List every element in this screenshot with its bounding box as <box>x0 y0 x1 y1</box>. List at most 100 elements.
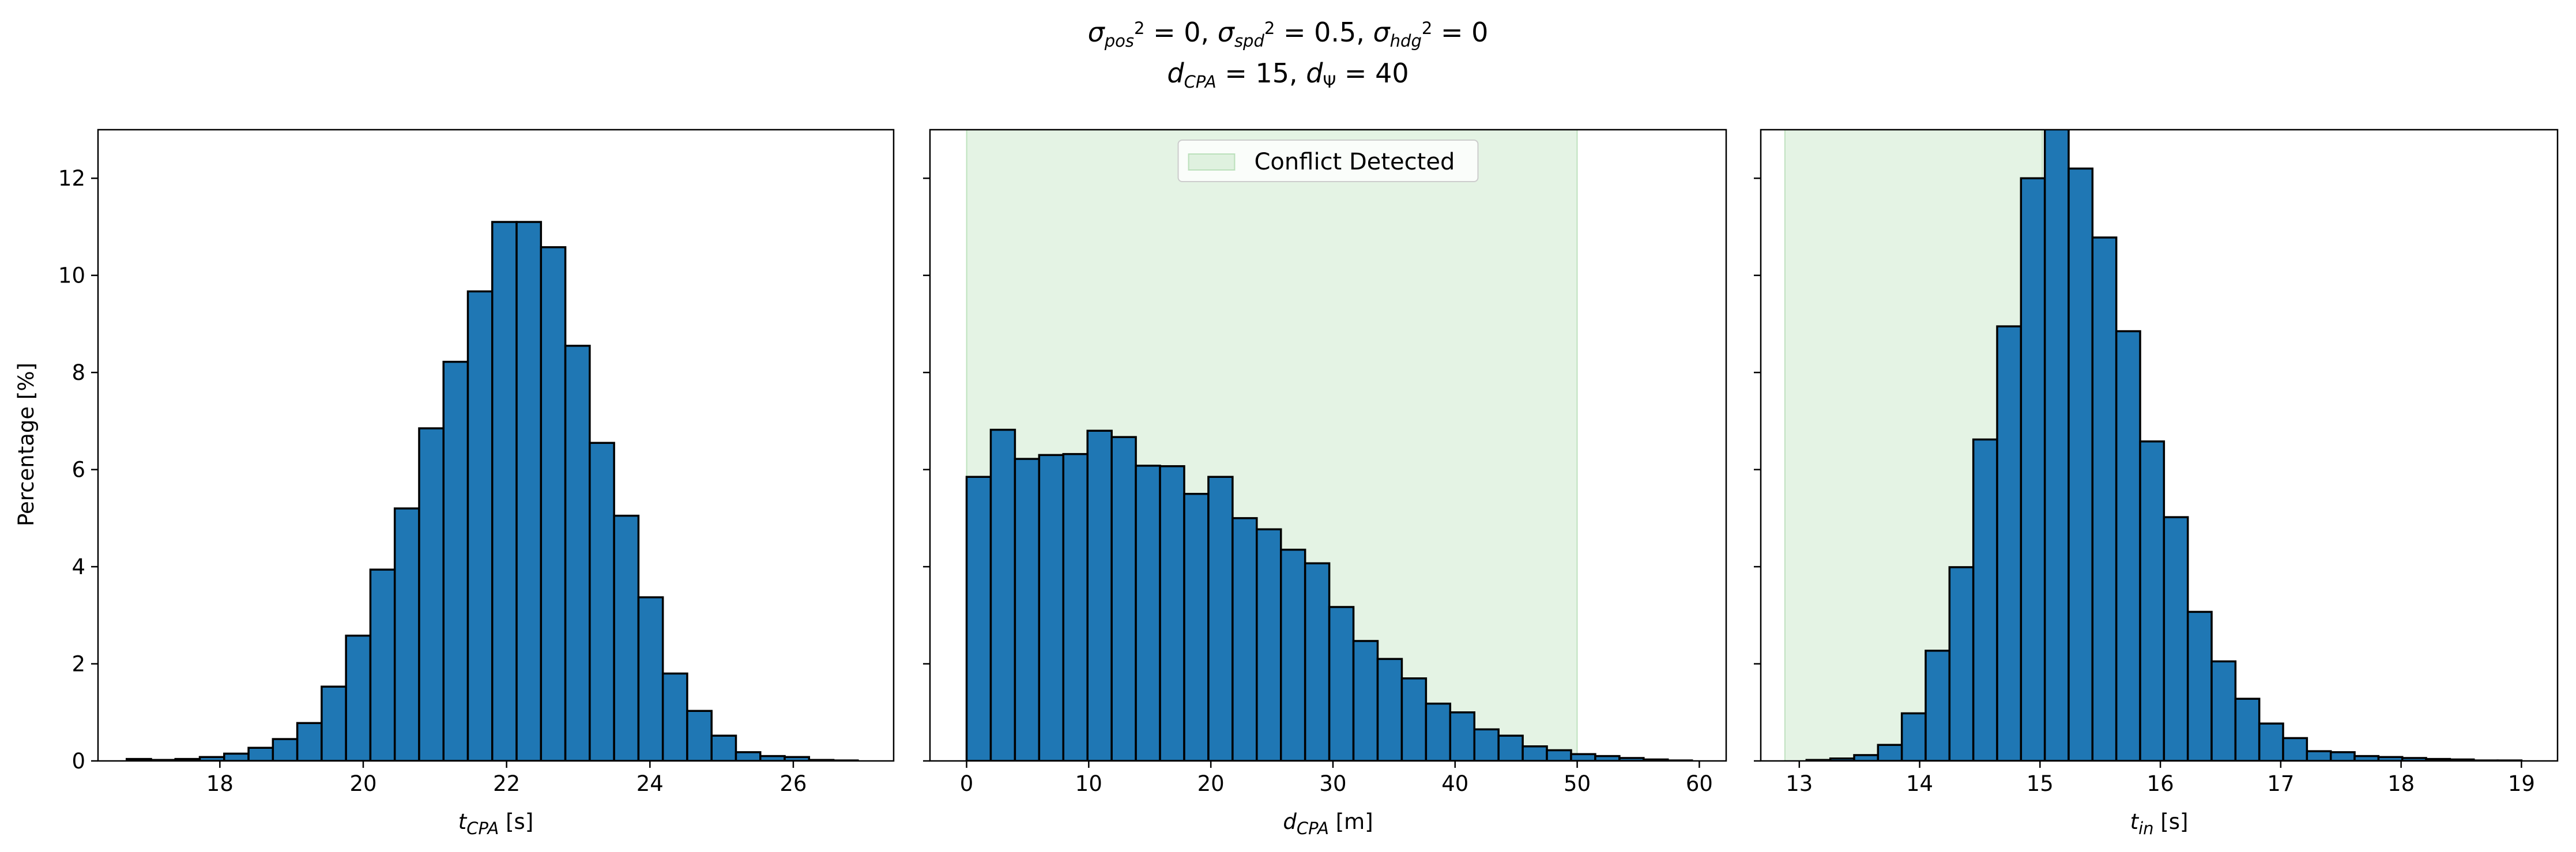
plot-area <box>1784 130 2523 761</box>
legend-label: Conflict Detected <box>1255 149 1455 175</box>
histogram-bar <box>2020 177 2046 761</box>
histogram-bar <box>759 755 786 761</box>
histogram-bar <box>1231 517 1258 761</box>
x-tick-label: 0 <box>960 771 974 796</box>
axes-frame <box>1760 129 2559 762</box>
histogram-bar <box>1110 436 1137 761</box>
math-text-segment: CPA <box>1297 819 1329 838</box>
histogram-bar <box>345 634 372 761</box>
histogram-bar <box>1352 640 1379 761</box>
math-text-segment: 2 <box>1134 18 1144 38</box>
histogram-bar <box>321 685 347 761</box>
math-text-segment: pos <box>1104 31 1134 51</box>
histogram-bar <box>661 672 688 761</box>
x-axis-label: tCPA [s] <box>458 809 534 838</box>
x-tick-label: 20 <box>349 771 376 796</box>
x-tick-label: 10 <box>1075 771 1102 796</box>
histogram-bar <box>1522 745 1548 761</box>
axes-frame <box>97 129 895 762</box>
legend-swatch <box>1188 153 1236 171</box>
math-text-segment: σ <box>1373 17 1391 48</box>
histogram-bar <box>2091 236 2118 761</box>
plot-area <box>125 221 859 761</box>
histogram-bar <box>1400 677 1428 761</box>
histogram-bar <box>1304 562 1331 761</box>
math-text-segment: hdg <box>1390 31 1422 51</box>
math-text-segment: 2 <box>1264 18 1275 38</box>
math-text-segment: = 0 <box>1432 17 1488 48</box>
histogram-bar <box>1925 650 1951 761</box>
histogram-bar <box>1062 453 1089 761</box>
histogram-bar <box>1546 749 1572 761</box>
axes-frame <box>929 129 1727 762</box>
histogram-bar <box>1328 606 1355 761</box>
histogram-bar <box>1972 438 1998 761</box>
x-tick-label: 17 <box>2267 771 2294 796</box>
math-text-segment: σ <box>1218 17 1236 48</box>
histogram-bar <box>2282 737 2308 761</box>
figure-title-line-2: dCPA = 15, dΨ = 40 <box>1167 58 1408 92</box>
math-text-segment: d <box>1167 58 1184 89</box>
math-text-segment: 2 <box>1422 18 1432 38</box>
histogram-bar <box>2163 516 2189 761</box>
math-text-segment: d <box>1306 58 1323 89</box>
math-text-segment: [s] <box>499 809 533 834</box>
math-text-segment: t <box>458 809 468 834</box>
math-text-segment: spd <box>1234 31 1265 51</box>
histogram-bar <box>1473 728 1500 761</box>
histogram-bar <box>247 747 274 761</box>
histogram-bar <box>965 476 992 761</box>
y-tick-label: 12 <box>58 166 85 191</box>
math-text-segment: = 40 <box>1336 58 1408 89</box>
x-tick-label: 20 <box>1197 771 1225 796</box>
x-tick-label: 22 <box>493 771 520 796</box>
x-tick-label: 18 <box>206 771 234 796</box>
math-text-segment: [s] <box>2154 809 2189 834</box>
histogram-bar <box>369 568 396 761</box>
histogram-bar <box>1900 712 1927 761</box>
math-text-segment: [m] <box>1329 809 1373 834</box>
histogram-bar <box>2115 330 2141 761</box>
y-tick-label: 8 <box>71 360 85 385</box>
histogram-bar <box>1996 325 2023 761</box>
x-tick-label: 24 <box>637 771 664 796</box>
histogram-bar <box>223 752 250 761</box>
histogram-bar <box>1497 734 1524 761</box>
histogram-panel-2: 0 10 20 30 40 50 60 dCPA [m] Conflict Detected <box>923 129 1727 838</box>
math-text-segment: σ <box>1088 17 1106 48</box>
histogram-bar <box>989 428 1016 761</box>
histogram-bar <box>2234 698 2261 761</box>
x-tick-label: 19 <box>2508 771 2535 796</box>
histogram-bar <box>710 734 737 761</box>
math-text-segment: d <box>1283 809 1297 834</box>
plot-area <box>965 130 1693 761</box>
histogram-bar <box>1449 711 1475 761</box>
histogram-bar <box>2306 750 2332 761</box>
histogram-bar <box>515 221 543 761</box>
histogram-bar <box>296 722 323 761</box>
histogram-bar <box>735 751 762 761</box>
histogram-bar <box>1570 753 1596 761</box>
histogram-bar <box>1135 465 1161 761</box>
x-tick-label: 30 <box>1319 771 1346 796</box>
histogram-bar <box>491 221 518 761</box>
math-text-segment: t <box>2130 809 2140 834</box>
y-tick-label: 4 <box>71 555 85 579</box>
histogram-bar <box>589 442 615 761</box>
x-tick-label: 18 <box>2387 771 2415 796</box>
math-text-segment: CPA <box>1184 72 1217 92</box>
histogram-bar <box>2186 610 2213 761</box>
x-tick-label: 13 <box>1786 771 1813 796</box>
histogram-bar <box>1038 454 1065 761</box>
math-text-segment: = 0.5, <box>1275 17 1373 48</box>
histogram-bar <box>2353 755 2380 761</box>
histogram-bar <box>1376 658 1403 761</box>
y-tick-label: 10 <box>58 263 85 288</box>
histogram-bar <box>1279 548 1306 761</box>
x-tick-label: 16 <box>2147 771 2174 796</box>
math-text-segment: Ψ <box>1323 72 1336 92</box>
x-axis-label: tin [s] <box>2130 809 2189 838</box>
x-axis-label: dCPA [m] <box>1283 809 1373 838</box>
histogram-bar <box>2329 751 2356 761</box>
